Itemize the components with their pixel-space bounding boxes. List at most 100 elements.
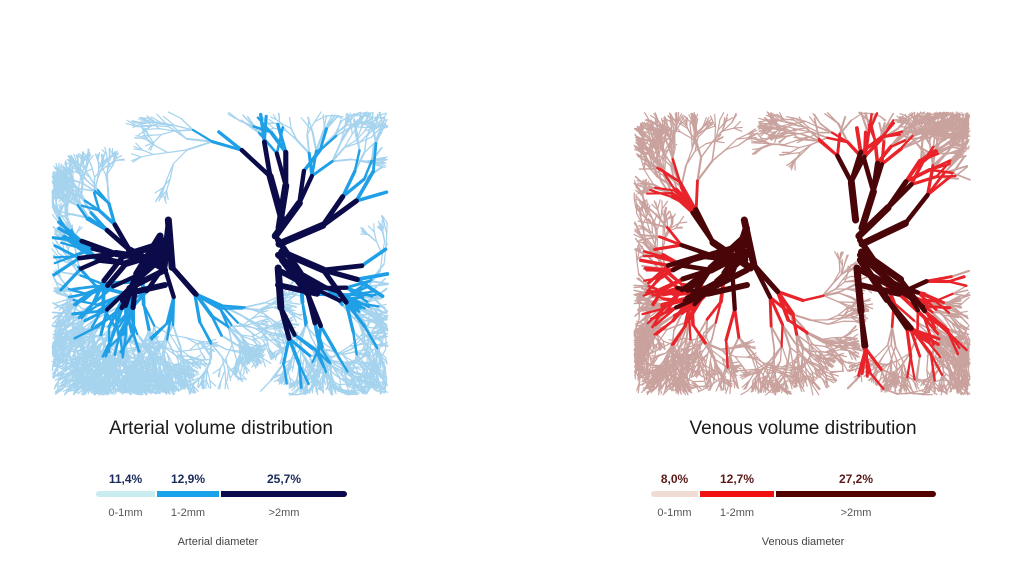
small-vessel xyxy=(180,117,194,131)
small-vessel xyxy=(106,367,114,379)
small-vessel xyxy=(136,381,146,386)
medium-vessel xyxy=(96,189,111,205)
small-vessel xyxy=(80,382,90,387)
vessel-branches xyxy=(633,111,971,396)
small-vessel xyxy=(72,183,83,199)
small-vessel xyxy=(175,380,183,388)
small-vessel xyxy=(366,125,377,138)
small-vessel xyxy=(285,356,294,368)
small-vessel xyxy=(68,172,73,182)
small-vessel xyxy=(72,191,81,205)
medium-vessel xyxy=(210,314,230,328)
small-vessel xyxy=(241,346,245,358)
small-vessel xyxy=(847,314,856,318)
medium-vessel xyxy=(257,131,279,155)
small-vessel xyxy=(189,379,195,394)
small-vessel xyxy=(353,372,366,378)
small-vessel xyxy=(289,377,292,386)
medium-vessel xyxy=(371,141,378,173)
small-vessel xyxy=(241,323,254,327)
small-vessel xyxy=(809,343,825,347)
small-vessel xyxy=(116,369,122,384)
small-vessel xyxy=(97,152,101,161)
medium-vessel xyxy=(119,332,135,354)
small-vessel xyxy=(826,314,839,321)
small-vessel xyxy=(170,373,175,386)
small-vessel xyxy=(823,361,828,372)
small-vessel xyxy=(120,383,125,391)
small-vessel xyxy=(126,385,131,394)
small-vessel xyxy=(66,193,72,204)
small-vessel xyxy=(67,159,75,166)
small-vessel xyxy=(224,379,227,390)
small-vessel xyxy=(378,353,381,366)
small-vessel xyxy=(274,352,278,361)
small-vessel xyxy=(191,360,199,364)
small-vessel xyxy=(380,117,385,130)
small-vessel xyxy=(106,186,110,205)
medium-vessel xyxy=(210,314,223,337)
small-vessel xyxy=(376,354,386,364)
medium-vessel xyxy=(318,345,332,365)
small-vessel xyxy=(53,358,63,367)
small-vessel xyxy=(94,384,100,393)
small-vessel xyxy=(280,375,285,385)
small-vessel xyxy=(263,312,277,325)
medium-vessel xyxy=(97,208,117,227)
small-vessel xyxy=(169,163,175,180)
small-vessel xyxy=(848,326,857,334)
small-vessel xyxy=(314,115,327,123)
small-vessel xyxy=(55,342,62,355)
small-vessel xyxy=(334,114,344,120)
small-vessel xyxy=(260,320,269,324)
small-vessel xyxy=(70,156,75,165)
small-vessel xyxy=(829,352,837,360)
small-vessel xyxy=(379,111,383,122)
small-vessel xyxy=(266,121,275,129)
small-vessel xyxy=(851,348,864,350)
small-vessel xyxy=(234,358,238,372)
small-vessel xyxy=(299,342,302,360)
venous-lung-tree-illustration xyxy=(633,111,971,396)
small-vessel xyxy=(827,320,844,325)
small-vessel xyxy=(370,120,377,145)
medium-vessel xyxy=(351,330,358,356)
arterial-range-1-2mm: 1-2mm xyxy=(170,507,206,519)
small-vessel xyxy=(816,368,827,379)
small-vessel xyxy=(83,340,93,354)
small-vessel xyxy=(382,363,388,380)
small-vessel xyxy=(315,129,325,152)
small-vessel xyxy=(373,231,378,243)
small-vessel xyxy=(814,367,823,376)
small-vessel xyxy=(322,115,328,132)
small-vessel xyxy=(82,382,90,390)
small-vessel xyxy=(354,355,364,363)
small-vessel xyxy=(149,122,162,128)
small-vessel xyxy=(369,347,377,354)
small-vessel xyxy=(276,336,287,344)
small-vessel xyxy=(65,363,68,373)
small-vessel xyxy=(99,166,107,172)
small-vessel xyxy=(376,161,387,167)
small-vessel xyxy=(51,241,60,254)
small-vessel xyxy=(270,362,285,382)
small-vessel xyxy=(220,369,226,382)
small-vessel xyxy=(811,371,823,380)
small-vessel xyxy=(56,334,68,340)
small-vessel xyxy=(255,356,262,365)
small-vessel xyxy=(379,315,386,332)
small-vessel xyxy=(51,362,54,372)
small-vessel xyxy=(849,337,858,345)
small-vessel xyxy=(155,343,159,359)
medium-vessel xyxy=(334,349,349,373)
small-vessel xyxy=(167,149,188,154)
small-vessel xyxy=(54,360,62,371)
small-vessel xyxy=(326,367,341,379)
small-vessel xyxy=(260,342,269,347)
small-vessel xyxy=(91,382,100,386)
small-vessel xyxy=(781,344,788,362)
small-vessel xyxy=(825,374,829,386)
small-vessel xyxy=(826,349,841,353)
small-vessel xyxy=(192,363,203,366)
small-vessel xyxy=(360,294,380,305)
